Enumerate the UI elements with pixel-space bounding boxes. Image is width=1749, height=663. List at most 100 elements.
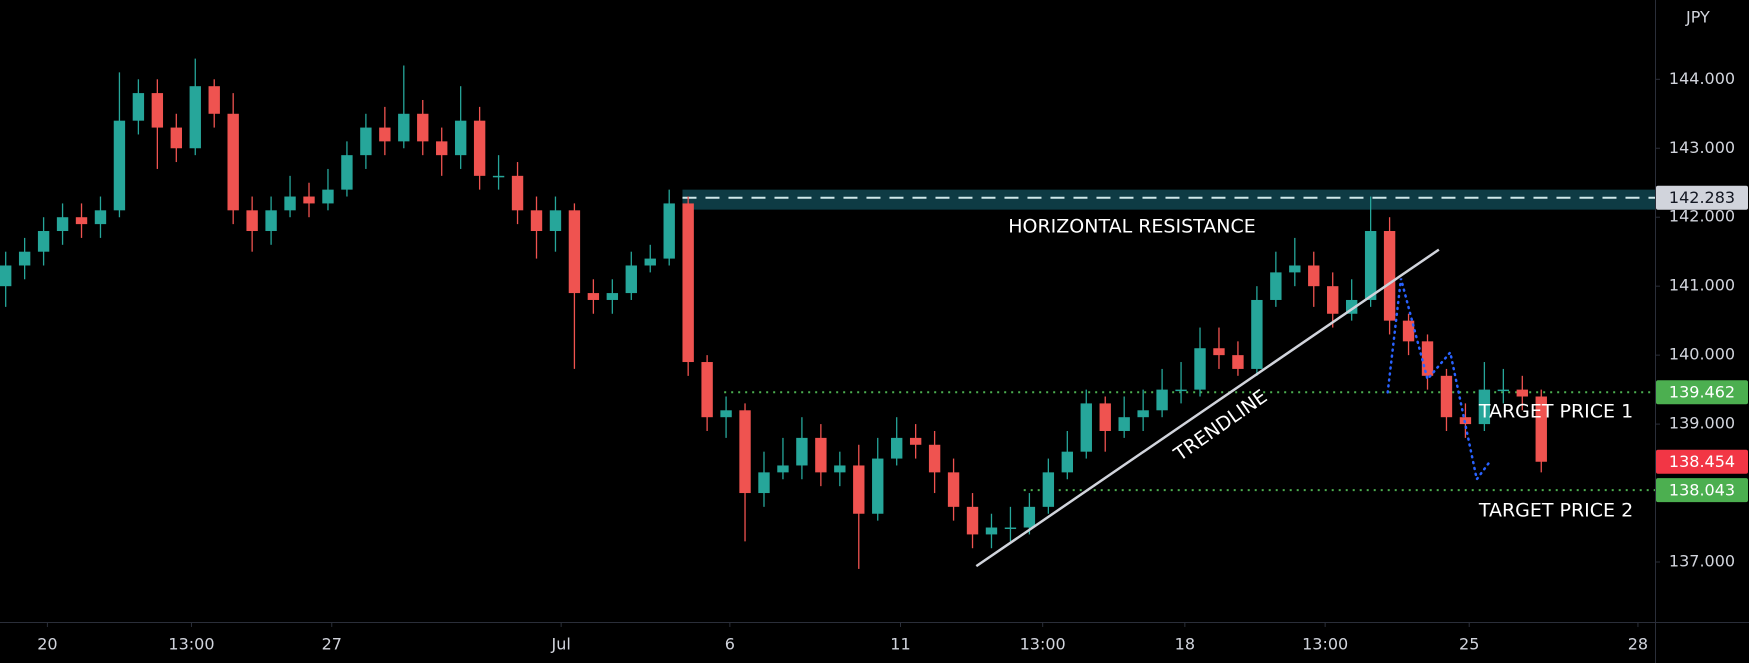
x-tick-label: 11 xyxy=(890,635,910,654)
candle-body xyxy=(1270,272,1282,300)
candle-body xyxy=(1251,299,1263,369)
candle-body xyxy=(1194,348,1206,390)
candle-body xyxy=(1232,355,1244,369)
candle-body xyxy=(530,210,543,232)
candle-body xyxy=(720,410,732,418)
candle-body xyxy=(1440,375,1453,418)
price-tag xyxy=(1656,185,1748,210)
candle-body xyxy=(284,196,296,211)
candle-body xyxy=(758,472,770,494)
x-tick-label: 6 xyxy=(725,635,735,654)
candle-body xyxy=(56,217,69,232)
x-tick-label: 25 xyxy=(1459,635,1479,654)
x-tick-label: 13:00 xyxy=(168,635,214,654)
price-tag xyxy=(1656,380,1748,405)
candle-body xyxy=(37,231,50,252)
candle-body xyxy=(891,437,903,459)
candle-body xyxy=(417,113,429,142)
candle-body xyxy=(1308,265,1320,287)
candle-body xyxy=(1516,389,1528,397)
candle-body xyxy=(1213,348,1225,356)
candle-body xyxy=(1289,265,1301,273)
candle-body xyxy=(322,189,334,204)
candle-body xyxy=(928,444,941,473)
candle-body xyxy=(1004,527,1017,530)
y-tick-label: 140.000 xyxy=(1669,345,1735,364)
price-tag xyxy=(1656,478,1748,503)
candle-body xyxy=(1364,231,1377,300)
candle-body xyxy=(341,155,353,190)
y-tick-label: 137.000 xyxy=(1669,552,1735,571)
price-tag-label: 138.043 xyxy=(1669,481,1735,500)
y-tick-label: 143.000 xyxy=(1669,138,1735,157)
candle-body xyxy=(1080,403,1092,452)
y-tick-label: 144.000 xyxy=(1669,69,1735,88)
candle-body xyxy=(1118,417,1130,431)
y-tick-label: 142.000 xyxy=(1669,207,1735,226)
candle-body xyxy=(0,265,12,287)
candle-body xyxy=(454,120,467,156)
projection-path xyxy=(1386,278,1492,483)
candle-body xyxy=(1042,472,1055,507)
candle-body xyxy=(511,175,524,211)
candle-body xyxy=(701,362,713,418)
candle-body xyxy=(227,113,239,211)
candle-body xyxy=(436,141,448,156)
candle-body xyxy=(94,210,107,225)
candle-body xyxy=(1099,403,1111,431)
candle-body xyxy=(587,293,600,300)
candle-body xyxy=(1327,286,1339,314)
candle-body xyxy=(777,465,789,473)
candle-body xyxy=(170,127,182,149)
resistance-zone xyxy=(682,189,1655,210)
y-tick-label: 139.000 xyxy=(1669,414,1735,433)
candle-body xyxy=(1175,389,1187,392)
candle-body xyxy=(398,113,410,142)
x-tick-label: 20 xyxy=(37,635,57,654)
candle-body xyxy=(1023,506,1036,528)
candle-body xyxy=(663,203,675,259)
x-tick-label: 28 xyxy=(1628,635,1648,654)
candle-body xyxy=(947,472,960,507)
candle-body xyxy=(1497,389,1510,392)
candle-body xyxy=(1061,451,1074,473)
candle-body xyxy=(303,196,315,204)
candle-body xyxy=(1402,320,1415,342)
candle-body xyxy=(379,127,391,142)
candle-body xyxy=(1156,389,1168,411)
candle-body xyxy=(625,265,637,294)
candle-body xyxy=(1421,341,1434,376)
trendline xyxy=(975,248,1440,568)
candle-body xyxy=(644,258,656,266)
candle-body xyxy=(966,506,979,535)
candle-body xyxy=(909,437,922,445)
candle-body xyxy=(1345,299,1358,314)
x-tick-label: 27 xyxy=(322,635,342,654)
x-tick-label: 13:00 xyxy=(1020,635,1066,654)
candle-body xyxy=(815,437,827,473)
price-tag xyxy=(1656,449,1748,474)
target-label: TARGET PRICE 2 xyxy=(1478,500,1633,522)
candle-body xyxy=(834,465,846,473)
candle-body xyxy=(796,437,808,466)
x-tick-label: Jul xyxy=(550,635,570,654)
candle-body xyxy=(208,86,220,114)
candle-body xyxy=(113,120,126,211)
x-tick-label: 13:00 xyxy=(1302,635,1348,654)
candle-body xyxy=(1535,396,1547,462)
price-tag-label: 139.462 xyxy=(1669,383,1735,402)
price-tag-label: 138.454 xyxy=(1669,452,1735,471)
target-label: TARGET PRICE 1 xyxy=(1478,401,1633,423)
candle-body xyxy=(18,251,31,266)
y-tick-label: 141.000 xyxy=(1669,276,1735,295)
candle-body xyxy=(1478,389,1491,425)
candle-body xyxy=(568,210,581,294)
candle-body xyxy=(360,127,372,156)
candle-body xyxy=(265,210,277,232)
currency-label: JPY xyxy=(1685,8,1710,27)
candle-body xyxy=(853,465,865,514)
candle-body xyxy=(739,410,751,494)
price-tag-label: 142.283 xyxy=(1669,188,1735,207)
candle-body xyxy=(1137,410,1149,418)
